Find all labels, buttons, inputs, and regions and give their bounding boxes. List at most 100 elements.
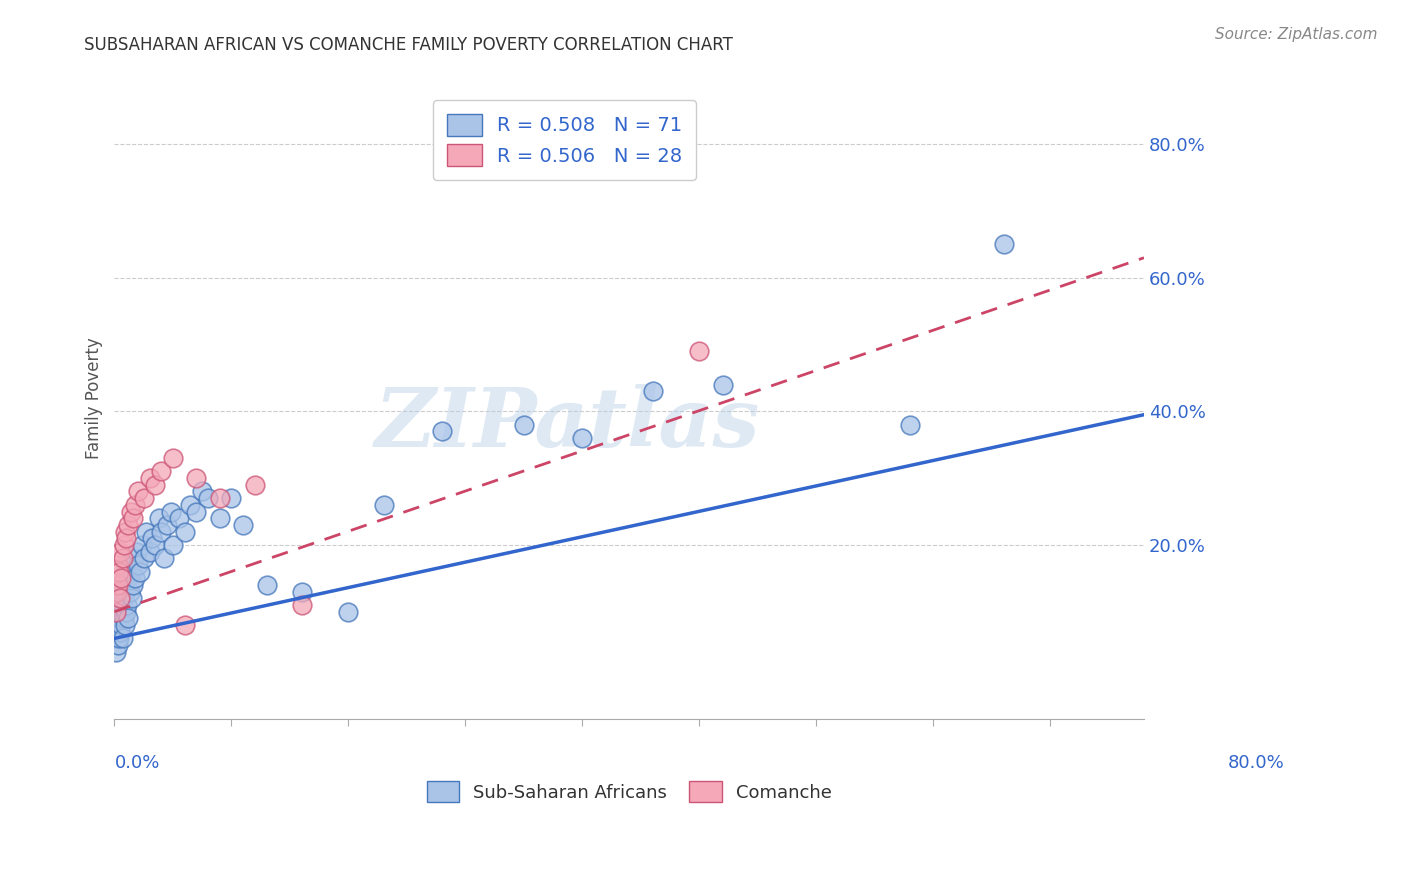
Point [256,578,278,592]
Point [138,471,160,485]
Point [125,544,148,558]
Point [143,538,166,552]
Point [898,417,921,432]
Point [138,544,160,558]
Point [114,618,136,632]
Point [197,491,219,505]
Point [108,605,131,619]
Point [122,578,145,592]
Point [120,504,142,518]
Point [121,591,143,606]
Point [688,344,710,359]
Point [107,638,129,652]
Point [112,571,135,585]
Point [127,484,149,499]
Point [110,611,132,625]
Point [108,565,131,579]
Point [124,551,146,566]
Point [124,571,146,585]
Point [143,478,166,492]
Point [110,544,132,558]
Point [112,538,135,552]
Y-axis label: Family Poverty: Family Poverty [86,337,103,458]
Point [120,558,142,572]
Point [108,584,131,599]
Point [115,605,138,619]
Point [115,531,138,545]
Text: 0.0%: 0.0% [114,754,160,772]
Point [105,632,128,646]
Point [105,611,128,625]
Point [232,517,254,532]
Point [112,611,135,625]
Point [110,624,132,639]
Point [117,571,139,585]
Point [186,471,208,485]
Point [117,611,139,625]
Point [571,431,593,445]
Point [243,478,266,492]
Point [129,565,152,579]
Point [104,645,127,659]
Point [107,558,129,572]
Point [107,618,129,632]
Point [107,598,129,612]
Point [132,551,155,566]
Point [110,598,132,612]
Point [152,551,174,566]
Legend: Sub-Saharan Africans, Comanche: Sub-Saharan Africans, Comanche [418,772,841,812]
Point [173,618,195,632]
Point [179,498,201,512]
Point [167,511,190,525]
Point [111,551,134,566]
Point [111,584,134,599]
Point [513,417,536,432]
Point [641,384,664,399]
Text: ZIPatlas: ZIPatlas [374,384,761,464]
Point [121,565,143,579]
Point [148,511,170,525]
Point [173,524,195,539]
Text: 80.0%: 80.0% [1227,754,1285,772]
Point [711,377,734,392]
Text: Source: ZipAtlas.com: Source: ZipAtlas.com [1215,27,1378,42]
Point [156,517,179,532]
Point [162,451,184,466]
Point [132,491,155,505]
Point [114,524,136,539]
Point [131,538,153,552]
Point [117,517,139,532]
Point [108,632,131,646]
Point [186,504,208,518]
Point [115,558,138,572]
Point [337,605,360,619]
Point [221,491,243,505]
Text: SUBSAHARAN AFRICAN VS COMANCHE FAMILY POVERTY CORRELATION CHART: SUBSAHARAN AFRICAN VS COMANCHE FAMILY PO… [84,36,734,54]
Point [104,605,127,619]
Point [107,578,129,592]
Point [159,504,181,518]
Point [191,484,214,499]
Point [115,578,138,592]
Point [373,498,395,512]
Point [291,598,314,612]
Point [141,531,163,545]
Point [150,524,173,539]
Point [110,591,132,606]
Point [124,498,146,512]
Point [112,591,135,606]
Point [162,538,184,552]
Point [291,584,314,599]
Point [208,511,231,525]
Point [111,605,134,619]
Point [117,598,139,612]
Point [135,524,157,539]
Point [150,465,173,479]
Point [118,584,141,599]
Point [127,558,149,572]
Point [122,511,145,525]
Point [114,584,136,599]
Point [208,491,231,505]
Point [110,578,132,592]
Point [110,591,132,606]
